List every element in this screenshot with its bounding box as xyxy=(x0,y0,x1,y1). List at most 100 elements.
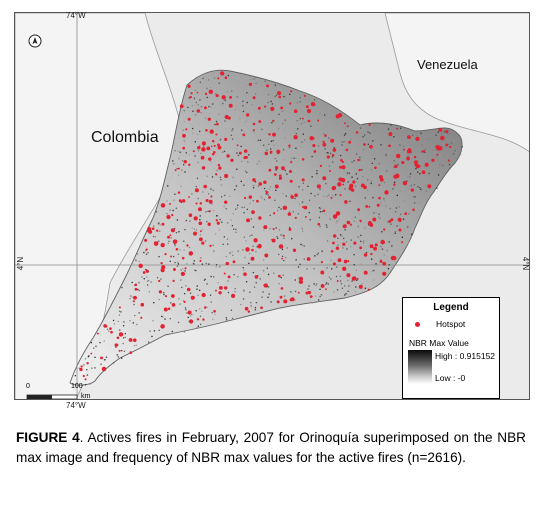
nbr-speckle xyxy=(370,182,372,185)
nbr-speckle xyxy=(320,294,323,296)
nbr-speckle xyxy=(274,157,276,160)
nbr-speckle xyxy=(141,276,143,278)
nbr-speckle xyxy=(409,154,411,156)
nbr-speckle xyxy=(118,310,121,312)
hotspot-dot xyxy=(317,119,320,122)
nbr-speckle xyxy=(295,259,297,261)
nbr-speckle xyxy=(351,280,353,282)
nbr-speckle xyxy=(215,120,218,123)
nbr-speckle xyxy=(280,234,282,236)
hotspot-dot xyxy=(173,268,176,271)
nbr-speckle xyxy=(131,281,133,284)
nbr-speckle xyxy=(149,330,151,332)
hotspot-dot xyxy=(188,213,193,217)
nbr-speckle xyxy=(284,119,286,121)
hotspot-dot xyxy=(325,288,327,291)
nbr-speckle xyxy=(276,160,278,162)
nbr-speckle xyxy=(343,237,345,240)
scale-hundred-label: 100 xyxy=(71,383,83,390)
nbr-speckle xyxy=(308,285,310,287)
nbr-speckle xyxy=(254,181,257,183)
nbr-speckle xyxy=(461,146,463,148)
nbr-speckle xyxy=(400,213,402,215)
legend-low-label: Low : -0 xyxy=(435,373,466,383)
nbr-speckle xyxy=(424,148,427,150)
hotspot-dot xyxy=(169,234,172,237)
nbr-speckle xyxy=(303,121,305,123)
nbr-speckle xyxy=(446,132,449,134)
nbr-speckle xyxy=(213,276,215,278)
hotspot-dot xyxy=(188,163,191,167)
hotspot-dot xyxy=(412,208,415,212)
nbr-speckle xyxy=(200,106,203,108)
nbr-speckle xyxy=(232,176,234,179)
nbr-speckle xyxy=(293,157,295,159)
nbr-speckle xyxy=(178,231,180,233)
nbr-speckle xyxy=(145,253,148,255)
nbr-speckle xyxy=(223,236,225,238)
nbr-speckle xyxy=(257,163,259,165)
nbr-speckle xyxy=(268,188,270,190)
nbr-speckle xyxy=(196,285,198,287)
nbr-speckle xyxy=(191,105,194,107)
nbr-speckle xyxy=(390,124,392,126)
nbr-speckle xyxy=(172,160,174,162)
nbr-speckle xyxy=(179,303,181,305)
nbr-speckle xyxy=(187,316,189,319)
hotspot-dot xyxy=(320,283,325,288)
hotspot-dot xyxy=(342,266,347,271)
nbr-speckle xyxy=(189,292,192,294)
nbr-speckle xyxy=(182,300,185,302)
nbr-speckle xyxy=(84,384,87,386)
venezuela-region xyxy=(384,13,529,153)
hotspot-dot xyxy=(307,290,311,295)
nbr-speckle xyxy=(138,282,140,284)
nbr-speckle xyxy=(123,321,125,323)
nbr-speckle xyxy=(303,139,306,141)
hotspot-dot xyxy=(193,216,198,221)
nbr-speckle xyxy=(309,219,311,221)
hotspot-dot xyxy=(297,291,300,294)
nbr-speckle xyxy=(232,254,234,256)
nbr-speckle xyxy=(330,278,332,280)
nbr-speckle xyxy=(380,259,382,261)
hotspot-dot xyxy=(199,237,203,242)
nbr-speckle xyxy=(221,102,224,105)
hotspot-dot xyxy=(215,133,218,136)
nbr-speckle xyxy=(181,160,184,162)
nbr-speckle xyxy=(263,144,265,146)
nbr-speckle xyxy=(235,208,237,210)
nbr-speckle xyxy=(184,307,187,309)
nbr-speckle xyxy=(355,286,357,288)
nbr-speckle xyxy=(318,299,320,301)
nbr-speckle xyxy=(183,140,185,142)
nbr-speckle xyxy=(270,100,272,103)
nbr-speckle xyxy=(197,150,199,152)
nbr-speckle xyxy=(135,259,137,261)
hotspot-dot xyxy=(163,307,168,312)
nbr-speckle xyxy=(410,184,412,187)
hotspot-dot xyxy=(289,298,293,302)
nbr-speckle xyxy=(381,231,383,233)
nbr-speckle xyxy=(343,134,346,136)
nbr-speckle xyxy=(333,291,335,293)
hotspot-dot xyxy=(376,203,380,207)
hotspot-dot xyxy=(245,247,250,252)
nbr-speckle xyxy=(237,154,240,157)
nbr-speckle xyxy=(143,278,145,280)
hotspot-dot xyxy=(342,183,345,186)
hotspot-dot xyxy=(278,274,281,278)
nbr-speckle xyxy=(180,185,182,188)
hotspot-dot xyxy=(207,117,211,121)
hotspot-dot xyxy=(390,218,394,222)
hotspot-dot xyxy=(201,292,206,298)
nbr-speckle xyxy=(328,137,330,139)
nbr-speckle xyxy=(225,208,227,210)
hotspot-dot xyxy=(398,228,402,232)
nbr-speckle xyxy=(168,240,170,242)
nbr-speckle xyxy=(229,252,231,254)
hotspot-dot xyxy=(290,195,295,199)
nbr-speckle xyxy=(150,281,152,283)
nbr-speckle xyxy=(275,169,277,171)
nbr-speckle xyxy=(281,255,284,257)
